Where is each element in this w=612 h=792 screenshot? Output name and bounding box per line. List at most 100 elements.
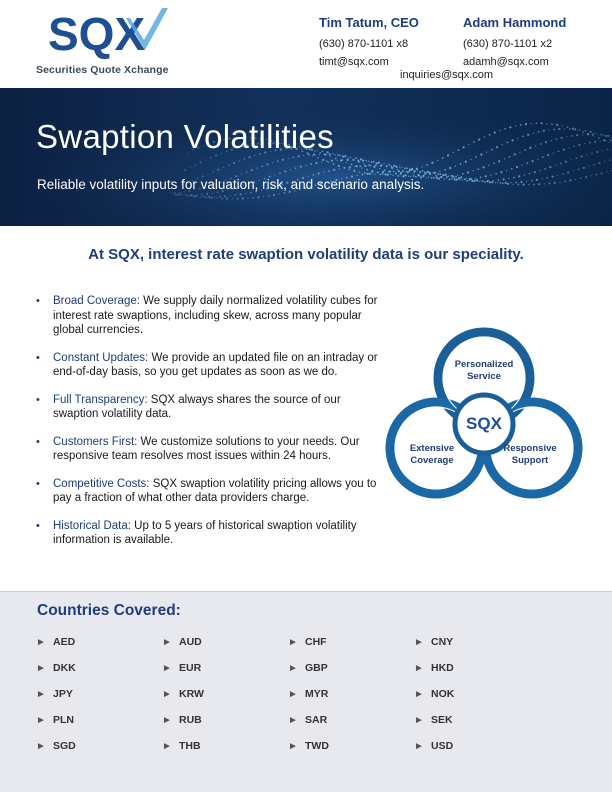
country-item: ► RUB — [162, 714, 202, 726]
country-item: ► AED — [36, 636, 75, 648]
bullet-dot-icon: • — [36, 393, 40, 406]
arrow-right-icon: ► — [162, 689, 172, 700]
venn-label-right-1: Responsive — [503, 443, 556, 454]
feature-label: Broad Coverage: — [53, 295, 140, 307]
sqx-logo-mark: SQX — [48, 8, 168, 60]
country-code: HKD — [431, 662, 454, 674]
country-item: ► TWD — [288, 740, 329, 752]
arrow-right-icon: ► — [288, 637, 298, 648]
arrow-right-icon: ► — [414, 637, 424, 648]
bullet-dot-icon: • — [36, 435, 40, 448]
feature-item: • Constant Updates: We provide an updated… — [36, 351, 381, 380]
arrow-right-icon: ► — [288, 663, 298, 674]
contact-email[interactable]: adamh@sqx.com — [463, 56, 549, 68]
country-code: THB — [179, 740, 201, 752]
contact-ceo: Tim Tatum, CEO (630) 870-1101 x8 timt@sq… — [319, 14, 419, 71]
country-item: ► HKD — [414, 662, 454, 674]
country-item: ► THB — [162, 740, 201, 752]
feature-text: Up to 5 years of historical swaption vol… — [53, 519, 357, 547]
country-item: ► AUD — [162, 636, 202, 648]
feature-text: We supply daily normalized volatility cu… — [53, 295, 378, 336]
venn-center-badge — [452, 392, 516, 456]
contact-name: Adam Hammond — [463, 15, 567, 30]
arrow-right-icon: ► — [162, 741, 172, 752]
country-code: RUB — [179, 714, 202, 726]
arrow-right-icon: ► — [288, 741, 298, 752]
country-code: AED — [53, 636, 76, 648]
inquiries-email[interactable]: inquiries@sqx.com — [400, 69, 494, 81]
country-code: CHF — [305, 636, 327, 648]
arrow-right-icon: ► — [414, 715, 424, 726]
logo-tagline: Securities Quote Xchange — [36, 64, 169, 76]
service-venn-diagram: SQX Personalized Service Extensive Cover… — [385, 327, 583, 499]
arrow-right-icon: ► — [414, 741, 424, 752]
country-code: TWD — [305, 740, 329, 752]
venn-label-right-2: Support — [512, 455, 549, 466]
data-wave-graphic — [0, 88, 612, 226]
feature-label: Constant Updates: — [53, 351, 149, 364]
bullet-dot-icon: • — [36, 477, 40, 490]
country-code: PLN — [53, 714, 74, 726]
country-item: ► USD — [414, 740, 453, 752]
country-item: ► NOK — [414, 688, 454, 700]
feature-text: We customize solutions to your needs. Ou… — [53, 435, 360, 463]
country-code: KRW — [179, 688, 204, 700]
country-code: USD — [431, 740, 454, 752]
contact-phone: (630) 870-1101 x8 — [319, 38, 409, 50]
page-header: SQX Securities Quote Xchange Tim Tatum, … — [0, 0, 612, 88]
country-item: ► PLN — [36, 714, 74, 726]
contact-phone: (630) 870-1101 x2 — [463, 38, 553, 50]
country-item: ► CNY — [414, 636, 453, 648]
country-item: ► GBP — [288, 662, 328, 674]
bullet-dot-icon: • — [36, 351, 40, 364]
arrow-right-icon: ► — [36, 689, 46, 700]
venn-center-logo: SQX — [466, 414, 503, 433]
country-code: SGD — [53, 740, 76, 752]
feature-text: SQX always shares the source of our swap… — [53, 393, 341, 421]
country-code: NOK — [431, 688, 455, 700]
contact-sales: Adam Hammond (630) 870-1101 x2 adamh@sqx… — [463, 14, 566, 71]
country-code: AUD — [179, 636, 202, 648]
arrow-right-icon: ► — [288, 689, 298, 700]
country-code: SAR — [305, 714, 328, 726]
country-code: CNY — [431, 636, 454, 648]
venn-label-top-2: Service — [467, 371, 501, 382]
contact-email[interactable]: timt@sqx.com — [319, 56, 389, 68]
country-code: EUR — [179, 662, 202, 674]
arrow-right-icon: ► — [414, 689, 424, 700]
hero-banner: Swaption Volatilities Reliable volatilit… — [0, 88, 612, 226]
arrow-right-icon: ► — [162, 715, 172, 726]
country-code: SEK — [431, 714, 453, 726]
feature-item: • Broad Coverage: We supply daily normali… — [36, 294, 381, 338]
feature-label: Historical Data: — [53, 519, 131, 532]
arrow-right-icon: ► — [36, 741, 46, 752]
arrow-right-icon: ► — [288, 715, 298, 726]
country-code: JPY — [53, 688, 73, 700]
svg-text:SQX: SQX — [48, 8, 145, 60]
country-item: ► MYR — [288, 688, 328, 700]
arrow-right-icon: ► — [162, 663, 172, 674]
bullet-dot-icon: • — [36, 519, 40, 532]
countries-title: Countries Covered: — [37, 602, 181, 619]
country-item: ► CHF — [288, 636, 327, 648]
feature-item: • Competitive Costs: SQX swaption volatil… — [36, 477, 381, 506]
feature-list: • Broad Coverage: We supply daily normali… — [36, 294, 381, 561]
feature-label: Customers First: — [53, 435, 138, 448]
country-item: ► EUR — [162, 662, 201, 674]
feature-text: We provide an updated file on an intrada… — [53, 351, 378, 379]
feature-text: SQX swaption volatility pricing allows y… — [53, 477, 377, 505]
arrow-right-icon: ► — [36, 715, 46, 726]
country-item: ► JPY — [36, 688, 73, 700]
country-item: ► DKK — [36, 662, 76, 674]
country-code: DKK — [53, 662, 76, 674]
contact-name: Tim Tatum, CEO — [319, 15, 419, 30]
arrow-right-icon: ► — [162, 637, 172, 648]
arrow-right-icon: ► — [414, 663, 424, 674]
bullet-dot-icon: • — [36, 295, 40, 307]
feature-label: Competitive Costs: — [53, 477, 150, 490]
country-item: ► KRW — [162, 688, 204, 700]
country-item: ► SAR — [288, 714, 327, 726]
sqx-logo: SQX Securities Quote Xchange — [36, 6, 186, 78]
venn-label-left-1: Extensive — [410, 443, 454, 454]
arrow-right-icon: ► — [36, 637, 46, 648]
